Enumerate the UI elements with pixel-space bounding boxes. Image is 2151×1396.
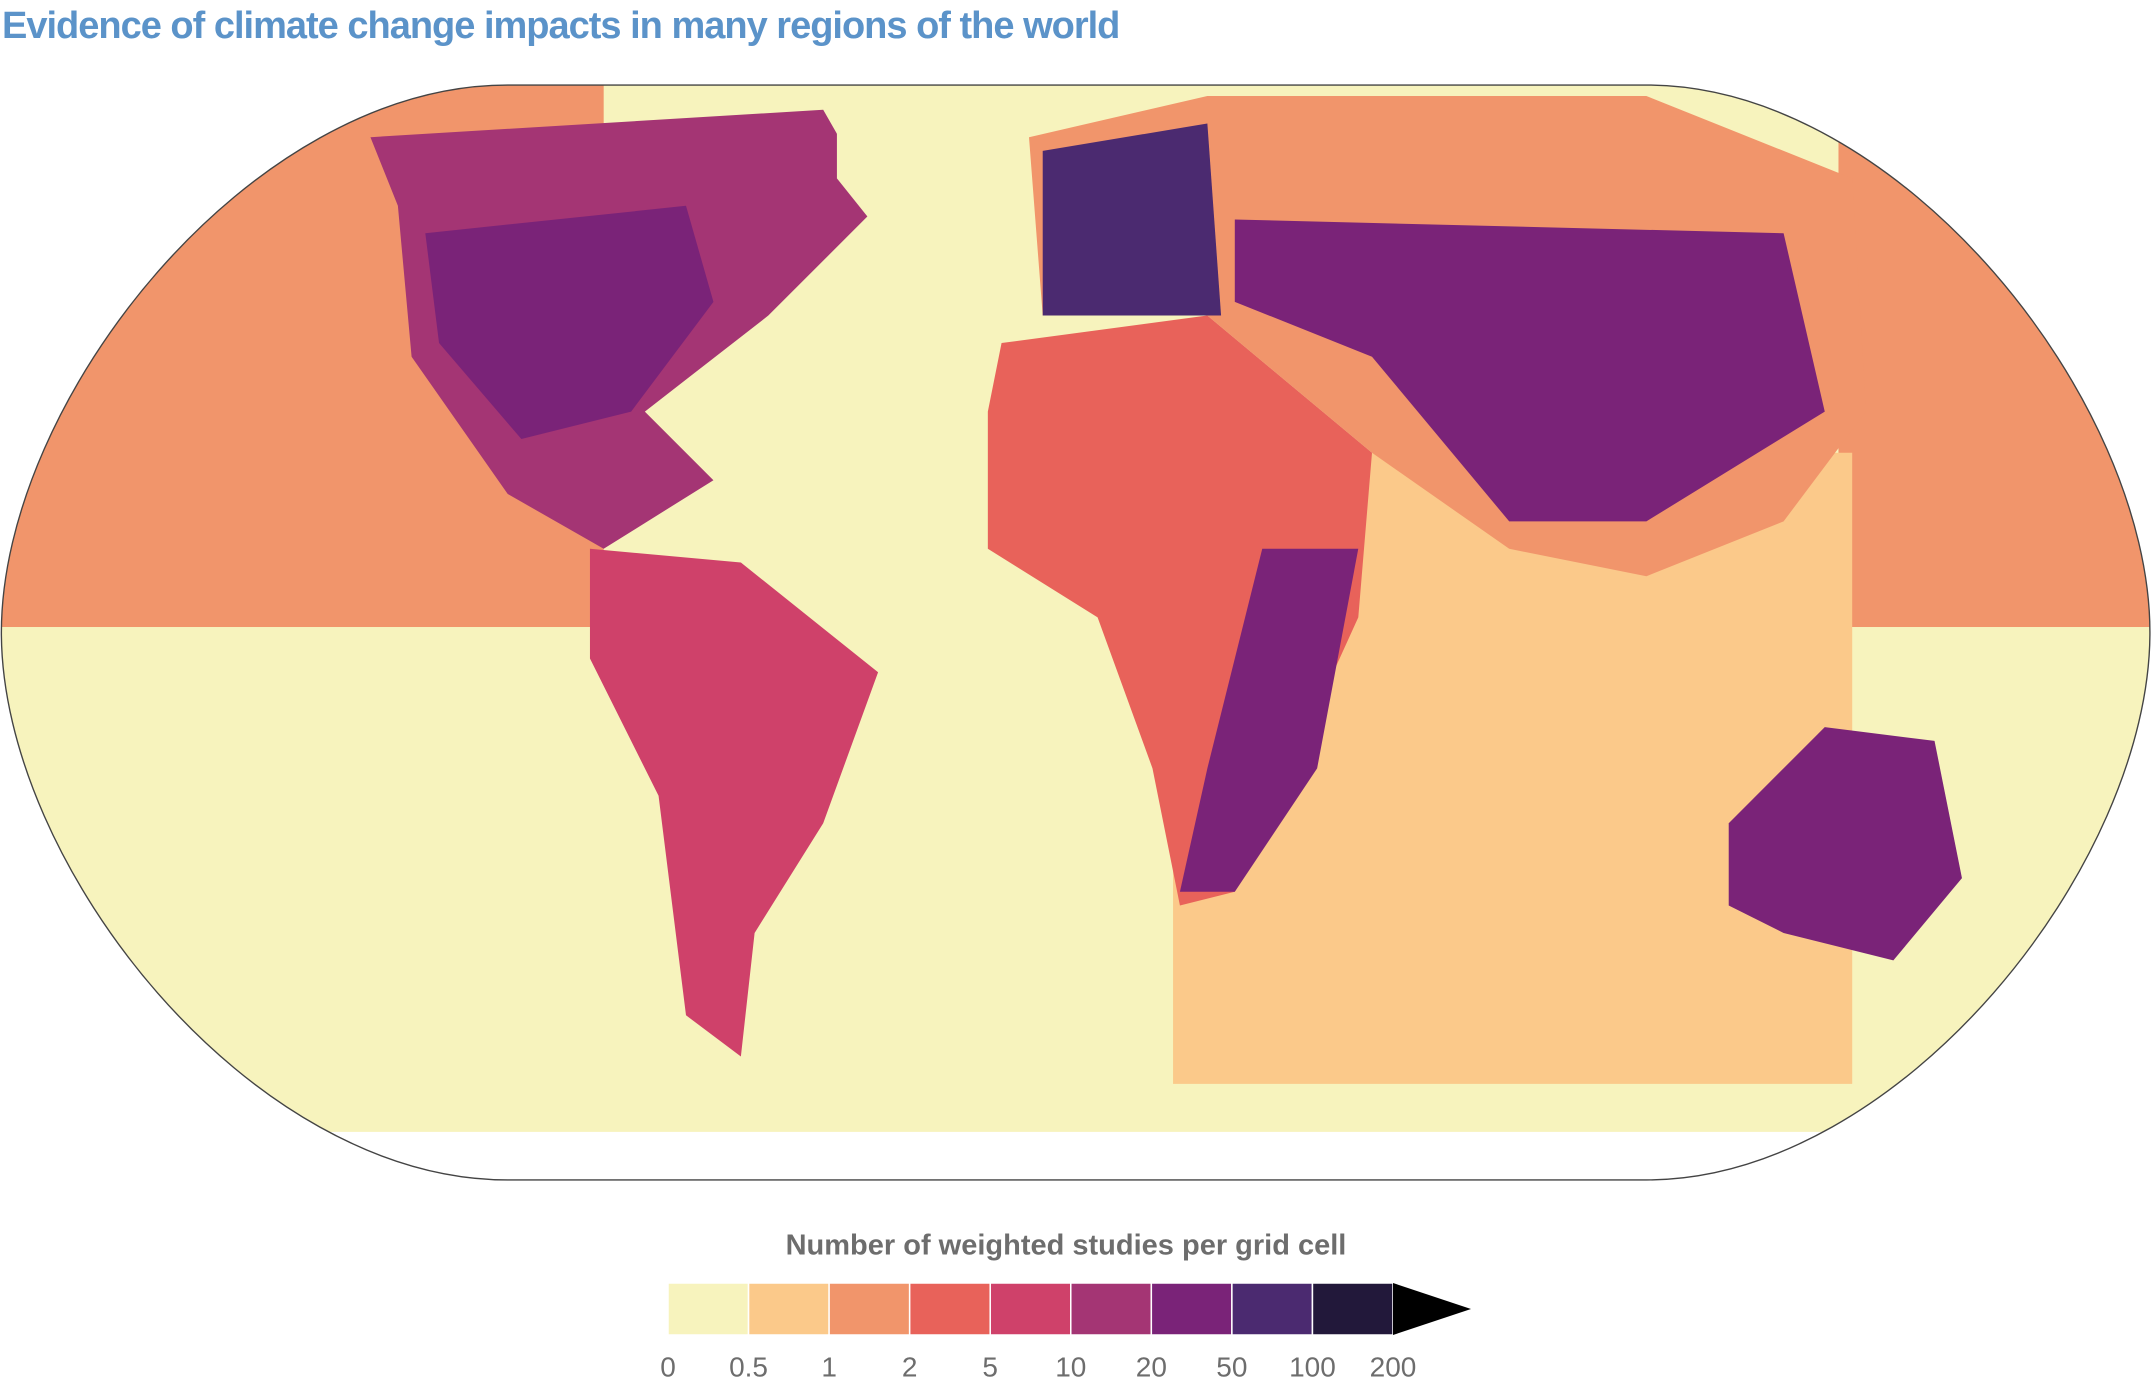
colorbar-swatch [989, 1282, 1072, 1336]
colorbar-tick-label: 10 [1055, 1351, 1086, 1382]
colorbar-tick-label: 0.5 [729, 1351, 768, 1382]
colorbar-swatch [1231, 1282, 1314, 1336]
colorbar-tick-label: 200 [1370, 1351, 1417, 1382]
colorbar-tick-label: 5 [982, 1351, 998, 1382]
north-pacific-west [1838, 85, 2150, 628]
colorbar-tick-label: 100 [1289, 1351, 1336, 1382]
colorbar-tick-label: 0 [660, 1351, 676, 1382]
colorbar-swatch [747, 1282, 830, 1336]
colorbar-tick-label: 1 [821, 1351, 837, 1382]
europe [1042, 123, 1222, 316]
legend-title: Number of weighted studies per grid cell [786, 1230, 1347, 1262]
colorbar-swatch [1070, 1282, 1153, 1336]
antarctica [1, 1131, 2150, 1180]
south-america [589, 548, 879, 1057]
north-america-core [425, 205, 714, 440]
colorbar-swatch [667, 1282, 750, 1336]
map [0, 84, 2151, 1181]
colorbar-swatch [1311, 1282, 1394, 1336]
australia [1728, 727, 1962, 961]
colorbar-swatch [1150, 1282, 1233, 1336]
colorbar-extend [1393, 1283, 1471, 1335]
colorbar-tick-label: 20 [1136, 1351, 1167, 1382]
map-cells [1, 85, 2150, 1180]
colorbar-tick-label: 50 [1216, 1351, 1247, 1382]
map-outline [0, 84, 2151, 1181]
colorbar-tick-label: 2 [902, 1351, 918, 1382]
colorbar-swatch [828, 1282, 911, 1336]
asia-core [1234, 219, 1825, 522]
colorbar-swatch [908, 1282, 991, 1336]
colorbar: 0 0.5 1 2 5 10 20 50 100 200 [660, 1282, 1471, 1382]
title: Evidence of climate change impacts in ma… [2, 5, 1119, 47]
east-africa [1179, 548, 1359, 892]
greenland [836, 96, 988, 247]
